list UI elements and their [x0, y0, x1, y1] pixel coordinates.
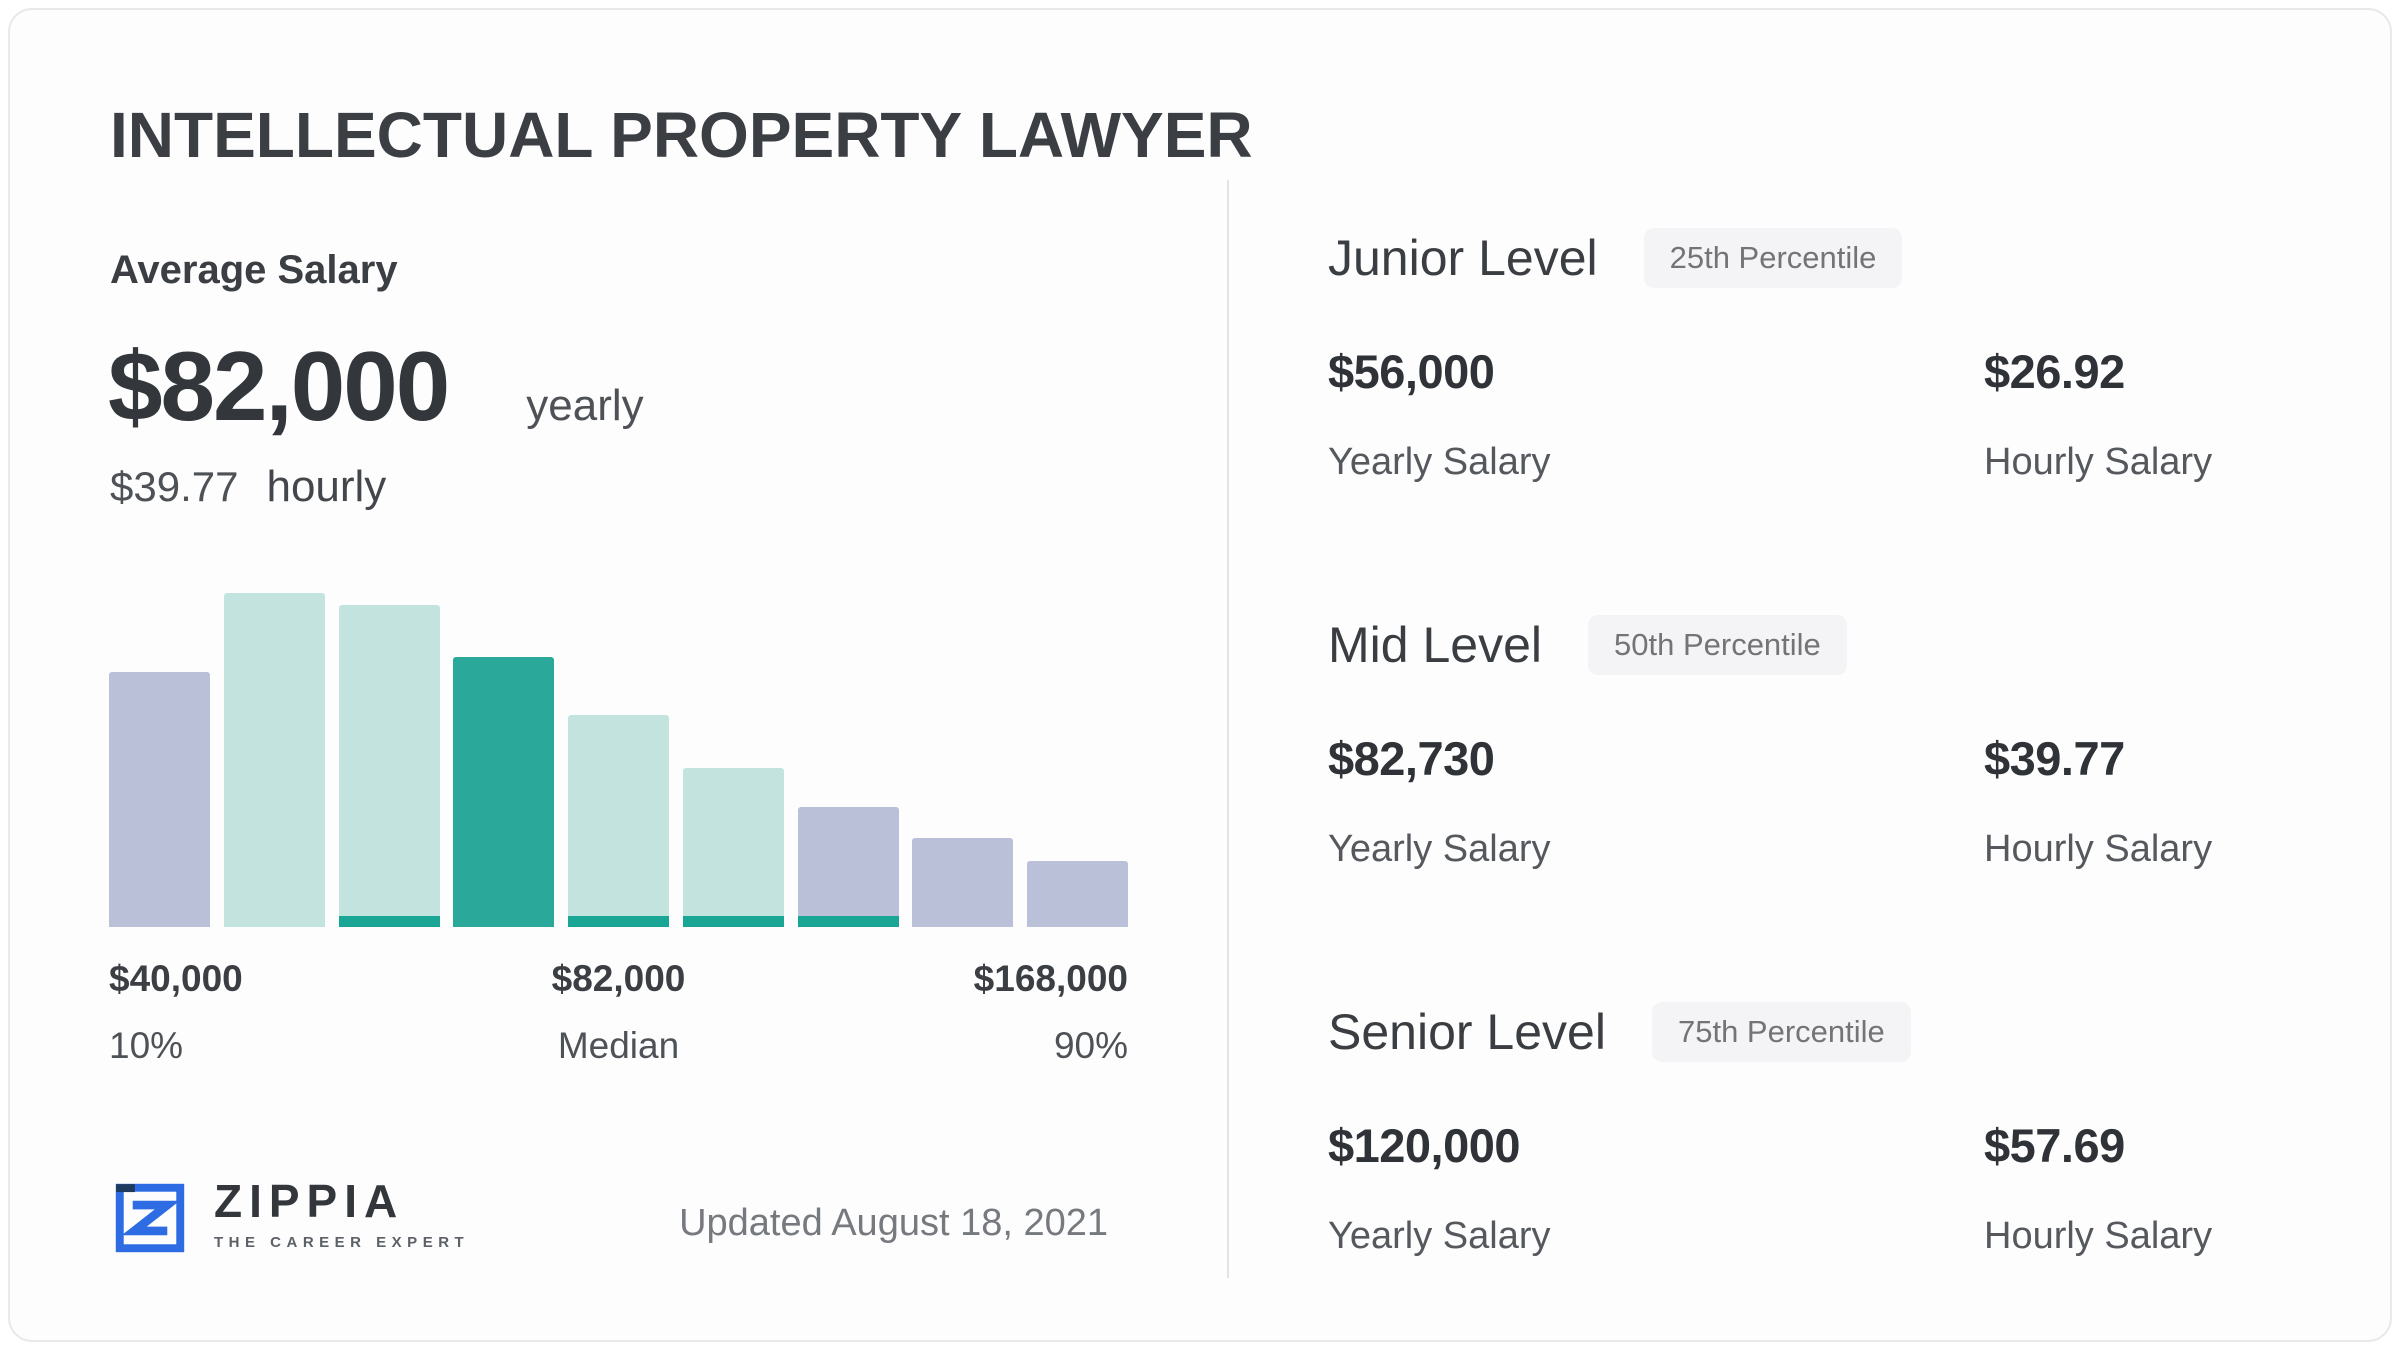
senior-percentile-badge: 75th Percentile: [1651, 1002, 1911, 1062]
histogram-bar: [223, 593, 325, 927]
histogram-axis-labels: $40,000 10% $82,000 Median $168,000 90%: [109, 958, 1128, 1088]
median-label: Median: [557, 1025, 680, 1066]
senior-hourly-value: $57.69: [1984, 1119, 2125, 1172]
histogram-bar: [568, 715, 669, 927]
average-hourly-row: $39.77 hourly: [110, 462, 386, 512]
zippia-logo[interactable]: ZIPPIA THE CAREER EXPERT: [114, 1178, 469, 1254]
junior-yearly-value: $56,000: [1328, 345, 1495, 398]
salary-card: INTELLECTUAL PROPERTY LAWYER Average Sal…: [8, 8, 2392, 1342]
senior-level-title: Senior Level: [1328, 1004, 1606, 1060]
junior-yearly-col: $56,000 Yearly Salary: [1328, 344, 1984, 484]
mid-level-header: Mid Level 50th Percentile: [1328, 615, 2278, 675]
mid-percentile-badge: 50th Percentile: [1588, 615, 1847, 675]
average-yearly-value: $82,000: [108, 331, 450, 441]
junior-hourly-label: Hourly Salary: [1984, 441, 2213, 483]
senior-hourly-label: Hourly Salary: [1984, 1215, 2213, 1257]
updated-date: Updated August 18, 2021: [679, 1202, 1108, 1244]
average-salary-label: Average Salary: [110, 248, 398, 292]
histogram-bar: [338, 605, 440, 927]
senior-level-values: $120,000 Yearly Salary $57.69 Hourly Sal…: [1328, 1118, 2278, 1258]
senior-yearly-value: $120,000: [1328, 1119, 1521, 1172]
senior-yearly-label: Yearly Salary: [1328, 1215, 1551, 1257]
percentile-90-annotation: $168,000 90%: [974, 958, 1128, 1067]
mid-level-section: Mid Level 50th Percentile $82,730 Yearly…: [1328, 615, 2278, 871]
zippia-wordmark: ZIPPIA THE CAREER EXPERT: [214, 1178, 469, 1251]
junior-level-values: $56,000 Yearly Salary $26.92 Hourly Sala…: [1328, 344, 2278, 484]
column-divider: [1227, 180, 1229, 1278]
junior-level-title: Junior Level: [1328, 230, 1598, 286]
zippia-z-icon: [115, 1183, 185, 1253]
percentile-10-annotation: $40,000 10%: [109, 958, 243, 1067]
senior-yearly-col: $120,000 Yearly Salary: [1328, 1118, 1984, 1258]
mid-yearly-label: Yearly Salary: [1328, 828, 1551, 870]
salary-histogram: [109, 593, 1128, 927]
zippia-logo-tagline: THE CAREER EXPERT: [214, 1234, 470, 1251]
senior-level-header: Senior Level 75th Percentile: [1328, 1002, 2278, 1062]
junior-level-section: Junior Level 25th Percentile $56,000 Yea…: [1328, 228, 2278, 484]
senior-level-section: Senior Level 75th Percentile $120,000 Ye…: [1328, 1002, 2278, 1258]
zippia-logo-name: ZIPPIA: [214, 1175, 405, 1227]
percentile-10-label: 10%: [109, 1025, 184, 1066]
mid-hourly-col: $39.77 Hourly Salary: [1984, 731, 2212, 871]
histogram-bar: [1027, 861, 1128, 927]
junior-level-header: Junior Level 25th Percentile: [1328, 228, 2278, 288]
percentile-10-value: $40,000: [109, 958, 243, 999]
mid-level-values: $82,730 Yearly Salary $39.77 Hourly Sala…: [1328, 731, 2278, 871]
median-value: $82,000: [551, 958, 686, 999]
mid-yearly-value: $82,730: [1328, 732, 1495, 785]
mid-hourly-value: $39.77: [1984, 732, 2125, 785]
junior-percentile-badge: 25th Percentile: [1643, 228, 1903, 288]
junior-hourly-col: $26.92 Hourly Salary: [1984, 344, 2212, 484]
average-yearly-unit: yearly: [526, 381, 644, 430]
junior-hourly-value: $26.92: [1984, 345, 2125, 398]
average-hourly-value: $39.77: [110, 463, 239, 510]
percentile-90-label: 90%: [1053, 1025, 1128, 1066]
junior-yearly-label: Yearly Salary: [1328, 441, 1551, 483]
histogram-bar: [453, 657, 555, 927]
average-yearly-row: $82,000 yearly: [108, 330, 644, 443]
senior-hourly-col: $57.69 Hourly Salary: [1984, 1118, 2212, 1258]
median-annotation: $82,000 Median: [552, 958, 686, 1067]
histogram-bar: [912, 838, 1014, 927]
mid-hourly-label: Hourly Salary: [1984, 828, 2213, 870]
histogram-bar: [682, 768, 784, 927]
page-title: INTELLECTUAL PROPERTY LAWYER: [110, 99, 1253, 171]
histogram-bar: [109, 672, 210, 927]
histogram-bar: [797, 807, 899, 927]
percentile-90-value: $168,000: [973, 958, 1128, 999]
mid-level-title: Mid Level: [1328, 617, 1542, 673]
mid-yearly-col: $82,730 Yearly Salary: [1328, 731, 1984, 871]
average-hourly-unit: hourly: [266, 462, 387, 511]
